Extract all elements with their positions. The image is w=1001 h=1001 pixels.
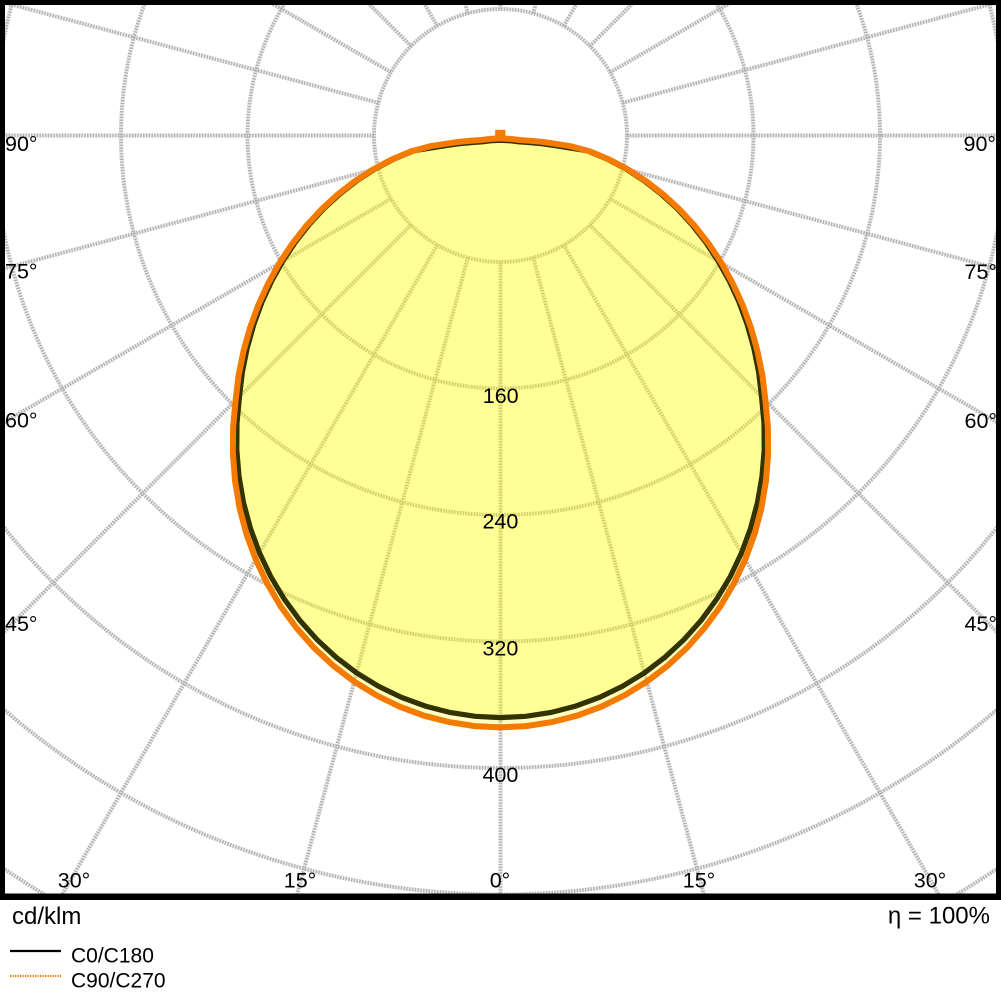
svg-text:75°: 75° — [964, 260, 997, 284]
svg-text:η = 100%: η = 100% — [888, 903, 990, 930]
svg-text:30°: 30° — [914, 869, 947, 893]
svg-text:160: 160 — [483, 384, 519, 408]
svg-text:90°: 90° — [963, 132, 996, 156]
svg-text:C90/C270: C90/C270 — [71, 970, 166, 993]
svg-text:90°: 90° — [5, 132, 38, 156]
svg-text:320: 320 — [482, 637, 518, 661]
svg-text:45°: 45° — [964, 612, 997, 636]
svg-text:15°: 15° — [683, 869, 716, 893]
svg-text:75°: 75° — [5, 260, 38, 284]
svg-text:60°: 60° — [5, 409, 38, 433]
svg-text:60°: 60° — [964, 409, 997, 433]
svg-text:400: 400 — [482, 763, 518, 787]
svg-text:45°: 45° — [5, 612, 38, 636]
svg-text:cd/klm: cd/klm — [12, 903, 81, 930]
svg-text:240: 240 — [482, 510, 518, 534]
svg-text:C0/C180: C0/C180 — [71, 945, 154, 968]
svg-text:15°: 15° — [284, 869, 317, 893]
svg-text:0°: 0° — [490, 869, 511, 893]
svg-text:30°: 30° — [58, 869, 91, 893]
